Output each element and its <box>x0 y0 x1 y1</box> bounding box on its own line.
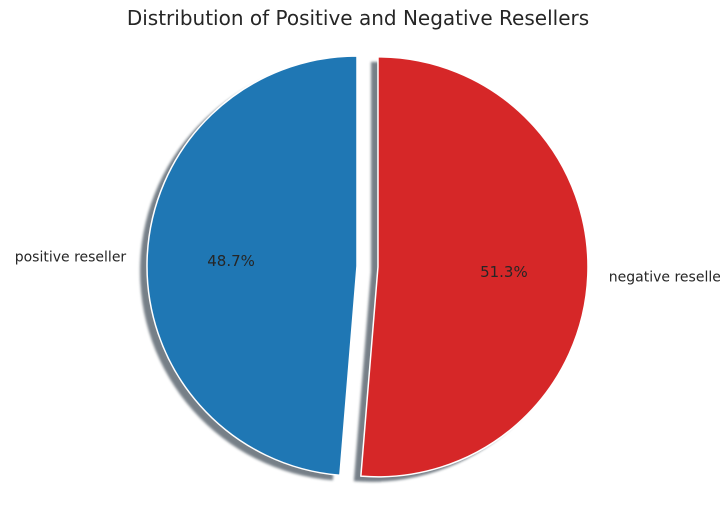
pie-slice-positive-reseller <box>146 55 358 477</box>
slice-label: positive reseller <box>15 250 127 266</box>
chart-title: Distribution of Positive and Negative Re… <box>127 6 589 30</box>
slice-percent-label: 51.3% <box>480 263 528 281</box>
slice-layer <box>146 55 589 478</box>
slice-label: negative reseller <box>609 269 720 285</box>
pie-slice-negative-reseller <box>360 56 589 478</box>
slice-percent-label: 48.7% <box>207 252 255 270</box>
label-layer: positive reseller 48.7% negative reseller 5… <box>15 250 720 286</box>
